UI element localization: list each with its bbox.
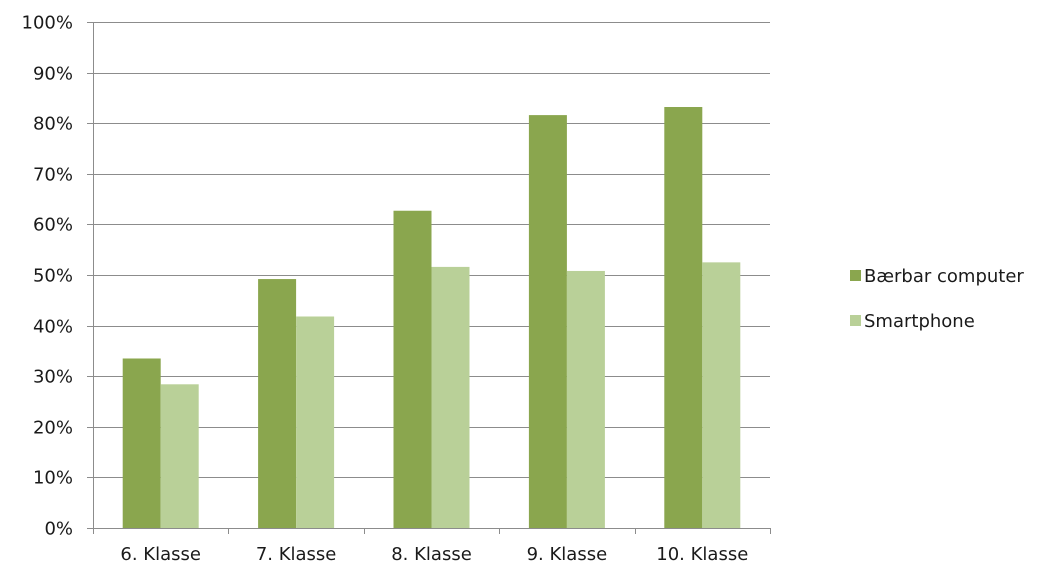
x-tick-label: 8. Klasse: [391, 544, 472, 565]
legend-label: Smartphone: [864, 311, 975, 332]
bar-laptop: [528, 115, 567, 528]
y-tick-label: 70%: [33, 165, 73, 186]
legend-swatch: [850, 270, 861, 281]
bar-smartphone: [566, 270, 605, 528]
legend: Bærbar computer Smartphone: [850, 266, 1024, 332]
legend-label: Bærbar computer: [864, 266, 1024, 287]
y-tick-label: 80%: [33, 114, 73, 135]
bars: [122, 107, 741, 529]
x-tick-label: 9. Klasse: [527, 544, 608, 565]
y-tick-label: 60%: [33, 215, 73, 236]
y-tick-label: 40%: [33, 317, 73, 338]
x-tick-label: 7. Klasse: [256, 544, 337, 565]
bar-laptop: [258, 279, 297, 528]
y-tick-label: 30%: [33, 367, 73, 388]
y-tick-label: 50%: [33, 266, 73, 287]
bar-smartphone: [160, 384, 199, 528]
bar-laptop: [393, 210, 432, 528]
bar-smartphone: [702, 262, 741, 528]
bar-smartphone: [431, 266, 470, 528]
x-tick-label: 6. Klasse: [120, 544, 201, 565]
y-tick-label: 20%: [33, 418, 73, 439]
y-tick-label: 10%: [33, 468, 73, 489]
legend-swatch: [850, 315, 861, 326]
y-tick-label: 90%: [33, 64, 73, 85]
x-axis: 6. Klasse 7. Klasse 8. Klasse 9. Klasse 10. …: [93, 528, 771, 565]
bar-smartphone: [296, 316, 335, 528]
y-axis: 0% 10% 20% 30% 40% 50% 60% 70% 80% 90% 100%: [22, 13, 94, 540]
bar-laptop: [664, 107, 703, 529]
y-tick-label: 100%: [22, 13, 73, 34]
bar-laptop: [122, 358, 161, 528]
x-tick-label: 10. Klasse: [656, 544, 748, 565]
y-tick-label: 0%: [44, 519, 73, 540]
